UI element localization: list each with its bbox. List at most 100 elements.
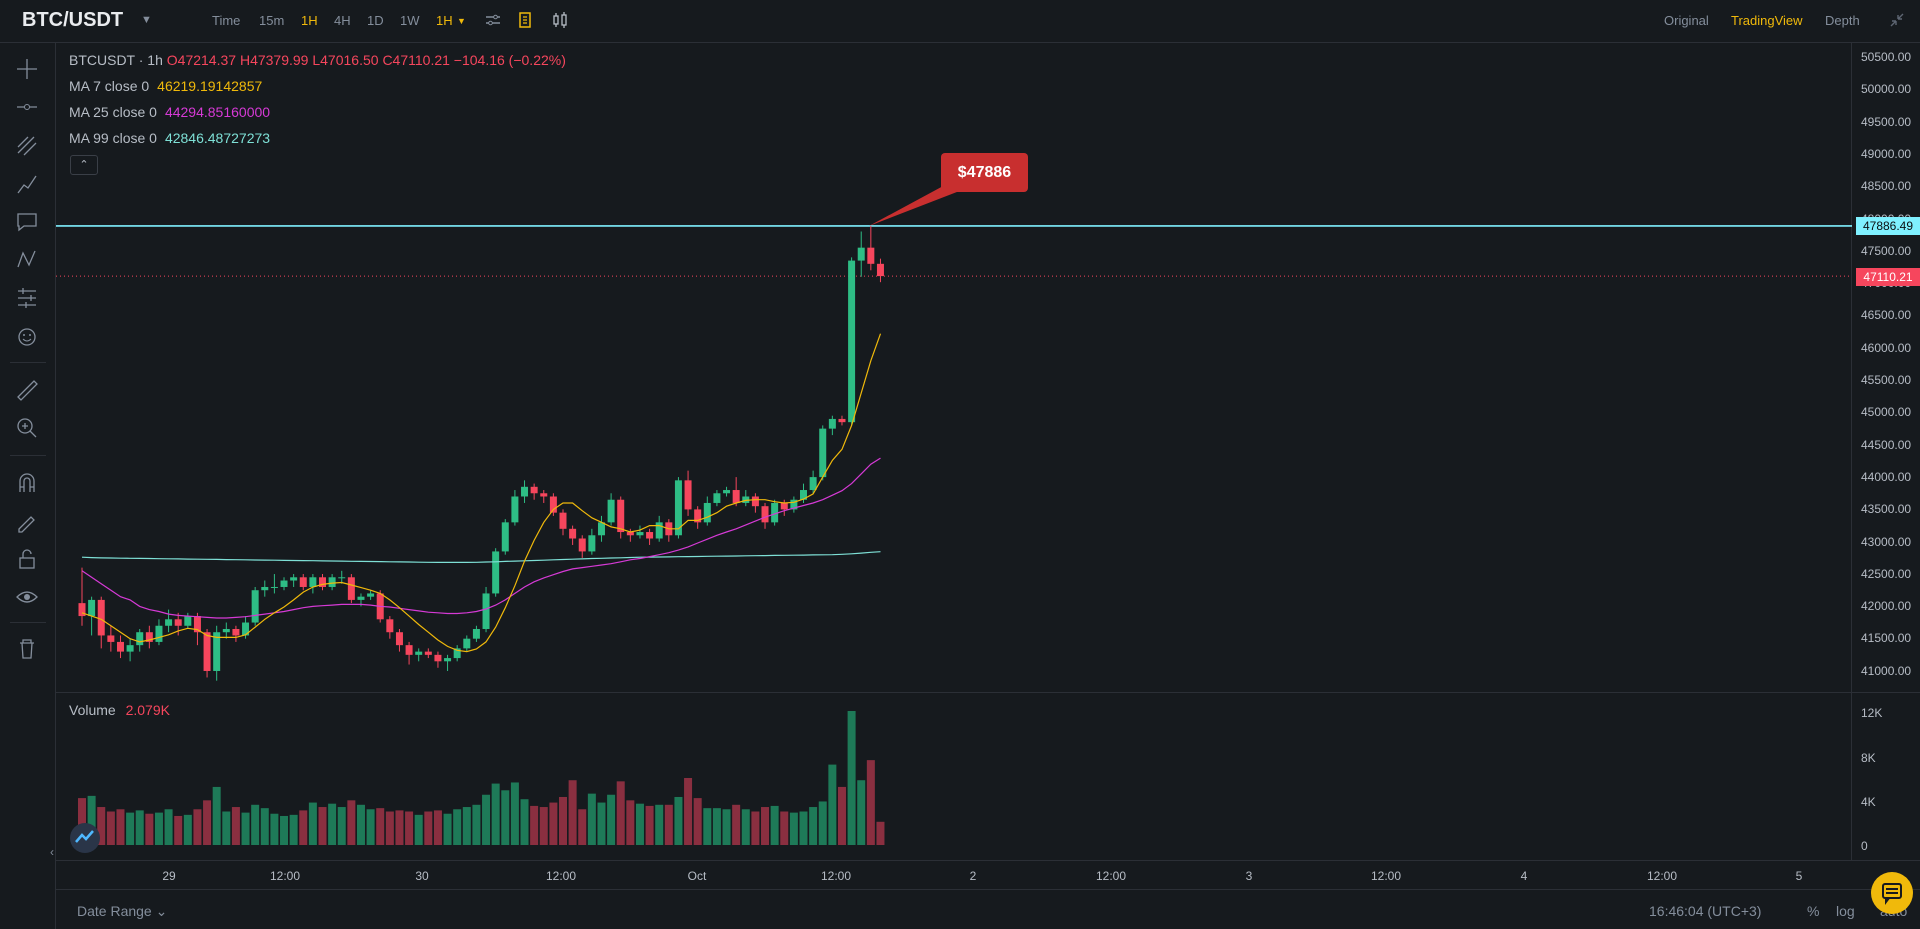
- volume-bar: [539, 807, 548, 845]
- time-tick: 12:00: [1095, 869, 1127, 883]
- candle-body: [338, 577, 346, 579]
- collapse-legend-button[interactable]: ⌃: [70, 155, 98, 175]
- text-note-icon[interactable]: [14, 209, 40, 235]
- price-tick: 49000.00: [1861, 146, 1912, 161]
- volume-bar: [453, 809, 462, 845]
- interval-dropdown[interactable]: 1H: [436, 13, 453, 28]
- pattern-icon[interactable]: [14, 247, 40, 273]
- volume-bar: [78, 798, 86, 845]
- candle-type-icon[interactable]: [551, 11, 569, 29]
- log-toggle[interactable]: log: [1836, 903, 1855, 919]
- volume-bar: [616, 781, 625, 845]
- percent-toggle[interactable]: %: [1807, 903, 1820, 919]
- interval-1d[interactable]: 1D: [367, 13, 384, 28]
- volume-bar: [741, 809, 750, 845]
- collapse-icon[interactable]: [1888, 11, 1906, 29]
- candle-body: [703, 502, 711, 523]
- candle-body: [136, 632, 144, 646]
- date-range-button[interactable]: Date Range ⌄: [77, 903, 168, 919]
- volume-bar: [126, 812, 135, 845]
- trash-icon[interactable]: [14, 636, 40, 662]
- candle-body: [88, 599, 96, 617]
- volume-bar: [347, 800, 356, 845]
- emoji-icon[interactable]: [14, 324, 40, 350]
- volume-bar: [722, 809, 731, 845]
- interval-15m[interactable]: 15m: [259, 13, 285, 28]
- settings-icon[interactable]: [516, 11, 534, 29]
- volume-bar: [732, 804, 741, 845]
- chevron-down-icon[interactable]: ▼: [141, 14, 152, 26]
- volume-tick: 4K: [1861, 795, 1876, 809]
- price-annotation[interactable]: $47886: [941, 153, 1028, 192]
- volume-bar: [289, 814, 298, 845]
- volume-bar: [809, 807, 818, 845]
- candle-body: [636, 532, 644, 536]
- candle-body: [790, 499, 798, 510]
- candle-body: [309, 577, 317, 587]
- volume-bar: [106, 811, 115, 845]
- candle-body: [751, 496, 759, 507]
- prediction-icon[interactable]: [14, 285, 40, 311]
- volume-bar: [510, 782, 519, 845]
- crosshair-icon[interactable]: [14, 56, 40, 82]
- interval-1w[interactable]: 1W: [400, 13, 420, 28]
- candle-body: [280, 580, 288, 587]
- price-tick: 41500.00: [1861, 631, 1912, 646]
- volume-bar: [212, 786, 221, 845]
- volume-bar: [655, 804, 664, 845]
- magnet-icon[interactable]: [14, 470, 40, 496]
- volume-bar: [751, 811, 760, 845]
- volume-bar: [462, 807, 471, 845]
- view-original[interactable]: Original: [1664, 13, 1709, 28]
- zoom-in-icon[interactable]: [14, 415, 40, 441]
- volume-tick: 0: [1861, 839, 1868, 853]
- volume-bar: [251, 804, 260, 845]
- view-tradingview[interactable]: TradingView: [1731, 13, 1803, 28]
- eye-icon[interactable]: [14, 584, 40, 610]
- chevron-down-icon[interactable]: ▼: [457, 16, 466, 26]
- interval-1h[interactable]: 1H: [301, 13, 318, 28]
- brush-icon[interactable]: [14, 171, 40, 197]
- volume-bar: [376, 808, 385, 845]
- price-tick: 44500.00: [1861, 437, 1912, 452]
- ruler-icon[interactable]: [14, 377, 40, 403]
- volume-bar: [597, 802, 606, 845]
- pair-selector[interactable]: BTC/USDT: [22, 9, 124, 31]
- candle-body: [386, 619, 394, 633]
- unlock-icon[interactable]: [14, 546, 40, 572]
- lock-drawing-icon[interactable]: [14, 508, 40, 534]
- candle-body: [405, 645, 413, 655]
- price-tick: 43000.00: [1861, 534, 1912, 549]
- candle-body: [857, 247, 865, 261]
- fib-icon[interactable]: [14, 133, 40, 159]
- ma99-line: [81, 551, 881, 564]
- interval-time[interactable]: Time: [212, 13, 241, 28]
- volume-bar: [837, 786, 846, 845]
- chevron-left-icon[interactable]: ‹: [50, 845, 54, 859]
- volume-bar: [318, 807, 327, 845]
- open-value: O47214.37: [166, 52, 237, 68]
- candle-body: [97, 599, 105, 636]
- ma99-legend[interactable]: MA 99 close 0 42846.48727273: [69, 130, 270, 146]
- candle-body: [800, 490, 807, 500]
- candle-body: [242, 622, 250, 636]
- candle-body: [395, 632, 403, 646]
- chat-icon: [1882, 883, 1902, 905]
- view-depth[interactable]: Depth: [1825, 13, 1860, 28]
- candle-body: [299, 577, 307, 587]
- volume-bar: [568, 780, 577, 845]
- indicators-icon[interactable]: [484, 11, 502, 29]
- clock: 16:46:04 (UTC+3): [1649, 903, 1762, 919]
- ma7-legend[interactable]: MA 7 close 0 46219.19142857: [69, 78, 262, 94]
- chat-button[interactable]: [1871, 872, 1913, 914]
- tradingview-logo[interactable]: [70, 823, 100, 853]
- candle-body: [174, 619, 182, 626]
- interval-4h[interactable]: 4H: [334, 13, 351, 28]
- candle-body: [848, 260, 856, 423]
- volume-bar: [135, 810, 144, 845]
- volume-bar: [241, 812, 250, 845]
- ma25-legend[interactable]: MA 25 close 0 44294.85160000: [69, 104, 270, 120]
- trend-line-icon[interactable]: [14, 94, 40, 120]
- volume-bar: [260, 808, 269, 845]
